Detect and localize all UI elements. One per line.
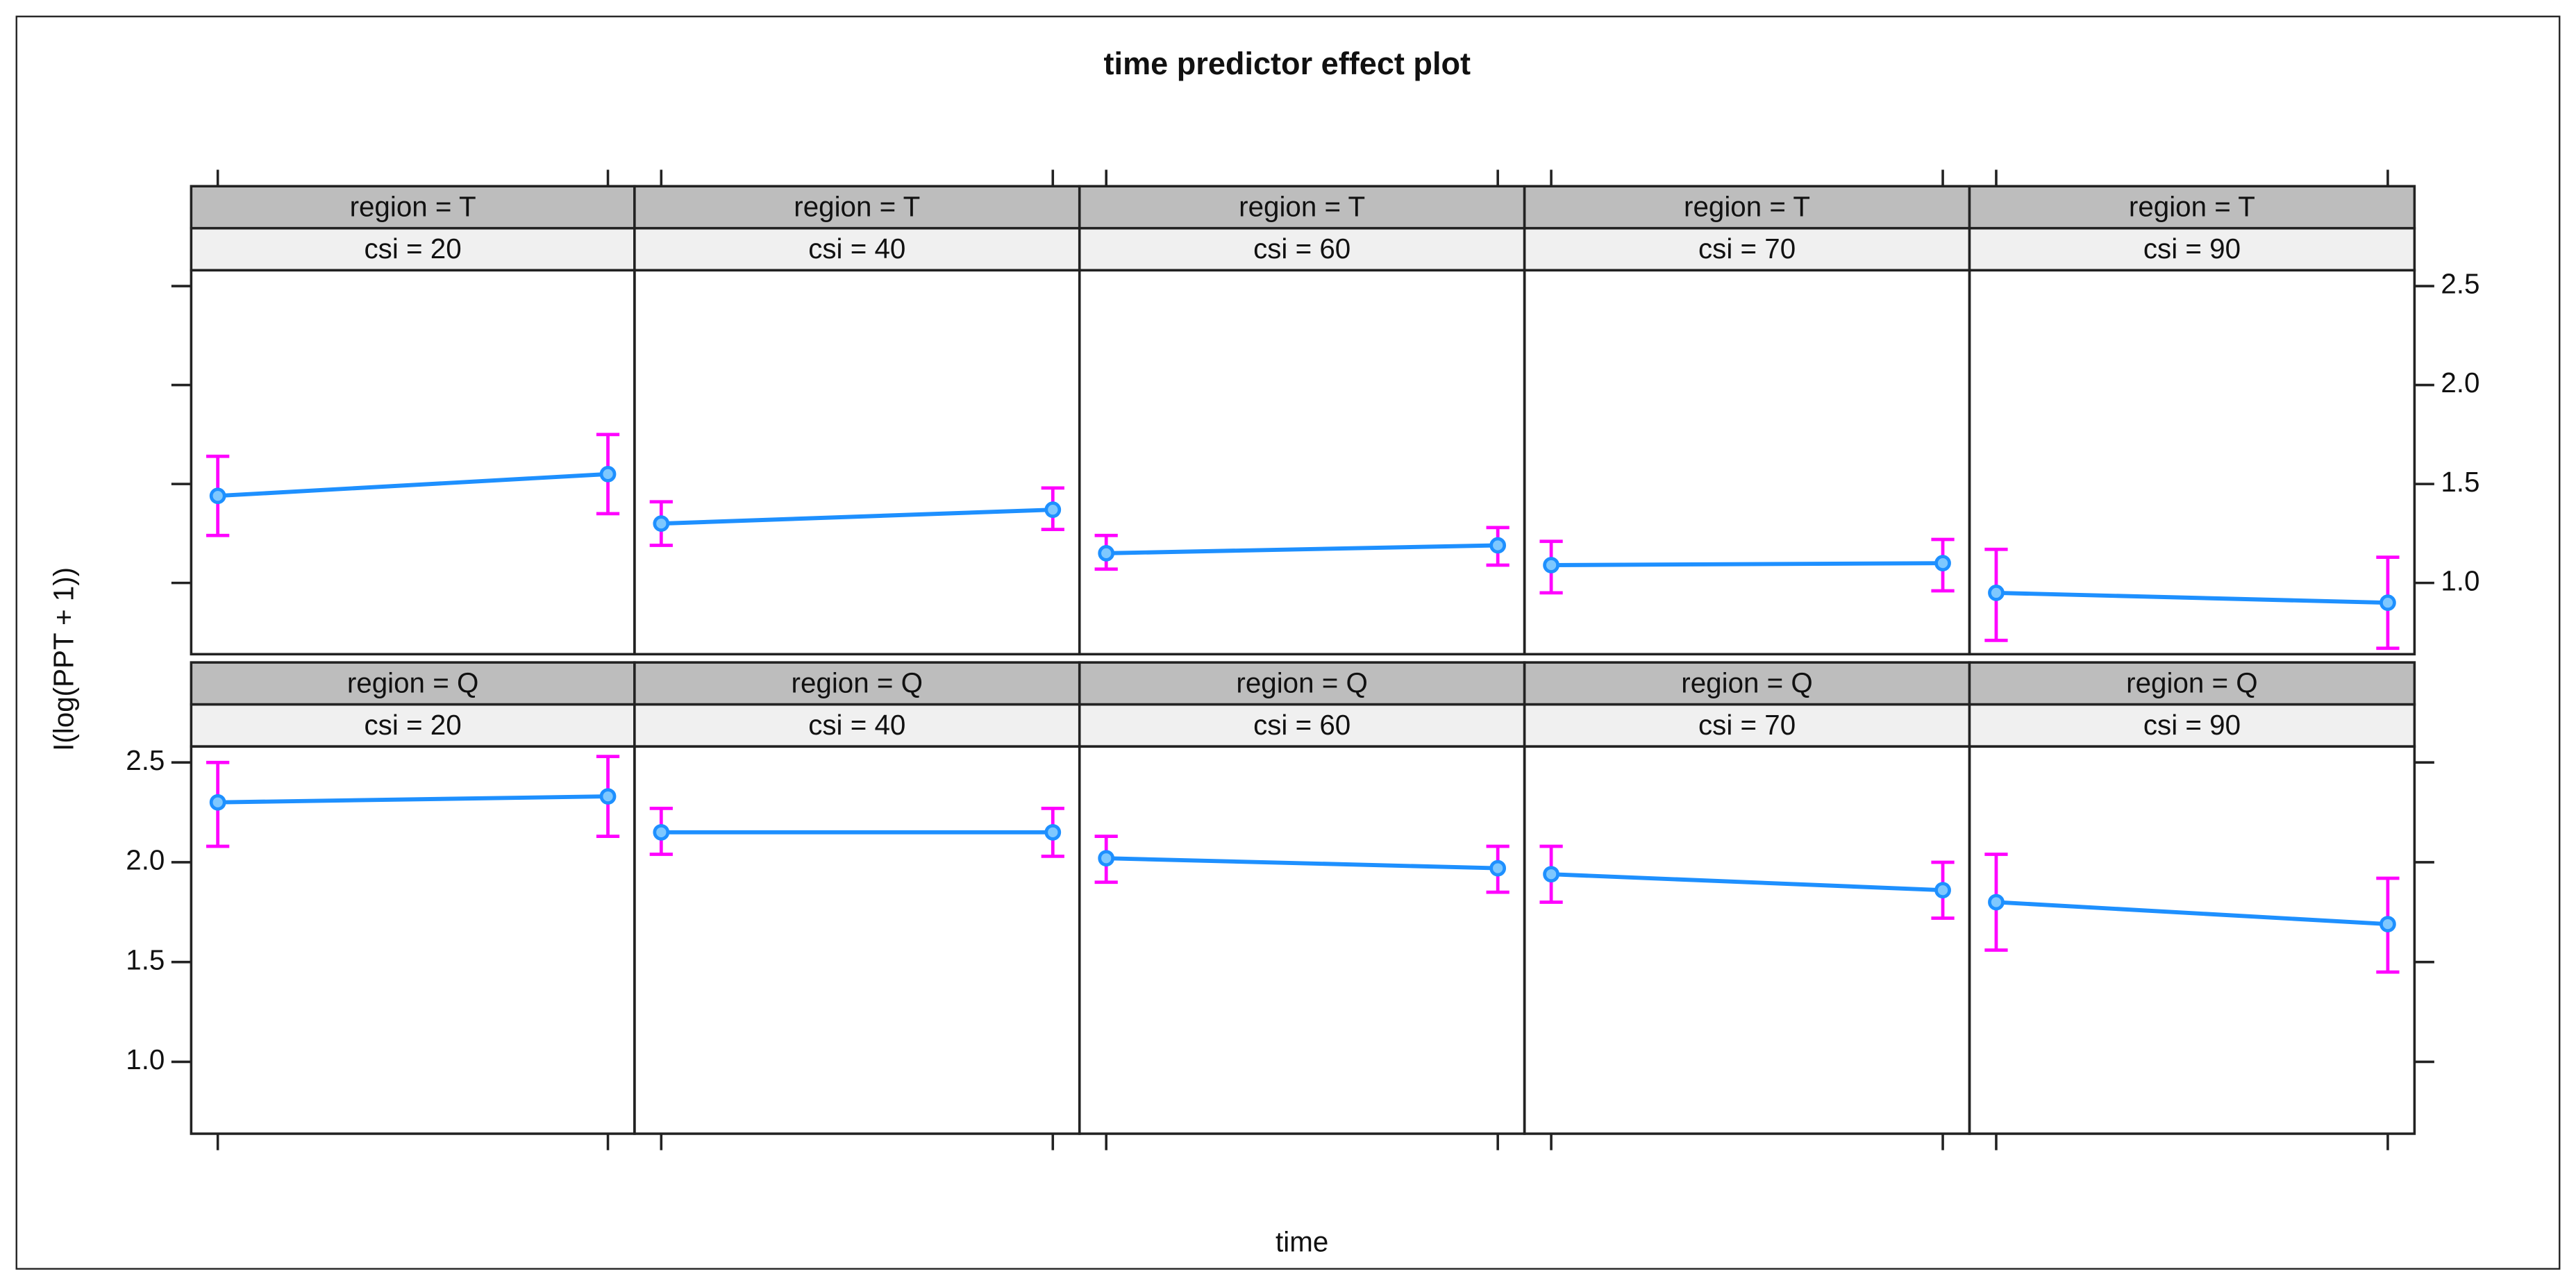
- strip-label: csi = 90: [2143, 709, 2241, 741]
- strip-inner: [633, 226, 1081, 272]
- panel: [1968, 269, 2416, 656]
- point: [1489, 859, 1507, 877]
- y-tick-label: 1.5: [126, 944, 165, 975]
- effect-line: [1106, 543, 1498, 555]
- strip-inner: [1968, 703, 2416, 748]
- strip-label: region = T: [794, 190, 920, 222]
- strip-outer: [190, 185, 636, 230]
- point: [653, 823, 670, 841]
- strip-label: csi = 60: [1253, 233, 1350, 265]
- effect-line: [1996, 900, 2389, 927]
- strip-label: csi = 60: [1253, 709, 1350, 741]
- strip-inner: [1968, 226, 2416, 272]
- strip-label: csi = 70: [1698, 709, 1796, 741]
- effect-line: [1551, 561, 1943, 567]
- y-tick-label: 1.0: [126, 1043, 165, 1075]
- point: [1934, 555, 1951, 572]
- strip-label: region = T: [1684, 190, 1810, 222]
- strip-label: region = Q: [1236, 666, 1368, 698]
- point: [599, 466, 617, 483]
- y-tick-label: 2.5: [126, 744, 165, 776]
- y-tick-label: 2.0: [126, 844, 165, 876]
- point: [1988, 894, 2005, 911]
- point: [1098, 850, 1115, 867]
- point: [1988, 585, 2005, 601]
- strip-label: region = Q: [2126, 666, 2258, 698]
- strip-label: region = Q: [347, 666, 479, 698]
- strip-inner: [633, 703, 1081, 748]
- point: [2380, 594, 2396, 612]
- strip-label: region = Q: [1681, 666, 1813, 698]
- y-tick-label: 1.0: [2441, 564, 2479, 596]
- effect-line: [1550, 872, 1943, 893]
- strip-label: csi = 70: [1698, 233, 1796, 265]
- y-tick-label: 2.0: [2441, 367, 2479, 399]
- strip-inner: [1078, 703, 1526, 748]
- point: [1044, 823, 1062, 841]
- point: [209, 794, 226, 811]
- strip-label: csi = 20: [365, 709, 462, 741]
- point: [1934, 882, 1951, 899]
- chart-title: time predictor effect plot: [1104, 46, 1471, 81]
- point: [1543, 866, 1559, 883]
- strip-outer: [1968, 185, 2416, 230]
- effect-line: [217, 794, 608, 805]
- strip-label: csi = 40: [808, 233, 905, 265]
- effect-line: [1106, 856, 1498, 871]
- strip-label: region = T: [1239, 190, 1365, 222]
- point: [1543, 557, 1559, 573]
- strip-label: csi = 90: [2143, 233, 2241, 265]
- strip-outer: [1078, 661, 1526, 706]
- strip-outer: [1968, 661, 2416, 706]
- point: [1044, 501, 1062, 519]
- point: [1489, 537, 1507, 554]
- point: [2380, 916, 2396, 932]
- point: [599, 788, 617, 805]
- effect-line: [217, 471, 608, 498]
- strip-label: region = Q: [792, 666, 923, 698]
- point: [653, 515, 670, 533]
- strip-label: region = T: [350, 190, 476, 222]
- x-axis-label: time: [1276, 1226, 1328, 1258]
- strip-label: csi = 20: [365, 233, 462, 265]
- y-tick-label: 2.5: [2441, 268, 2479, 300]
- strip-outer: [1078, 185, 1526, 230]
- strip-label: csi = 40: [808, 709, 905, 741]
- point: [1098, 545, 1115, 562]
- panel: [1968, 745, 2416, 1135]
- effect-line: [661, 508, 1053, 526]
- y-axis-label: I(log(PPT + 1)): [48, 567, 80, 751]
- point: [209, 487, 226, 505]
- effect-line: [1996, 590, 2389, 605]
- strip-label: region = T: [2129, 190, 2255, 222]
- y-tick-label: 1.5: [2441, 466, 2479, 498]
